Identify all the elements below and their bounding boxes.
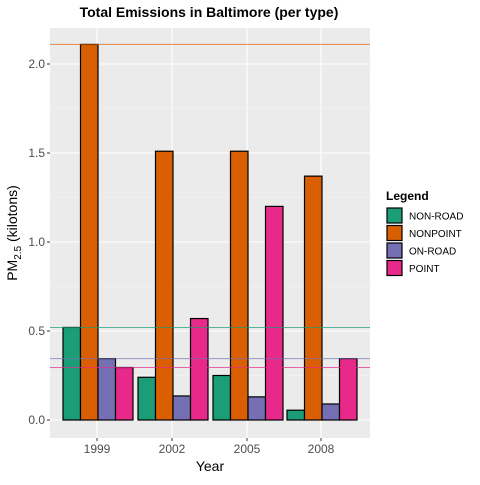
legend-label-on-road: ON-ROAD: [409, 247, 456, 258]
bar-nonpoint-2002: [156, 151, 174, 420]
y-axis-label-subscript: 2.5: [13, 245, 24, 259]
bar-nonpoint-1999: [81, 44, 99, 420]
legend-label-point: POINT: [409, 264, 440, 275]
x-tick-label: 2002: [159, 442, 186, 456]
bar-on-road-2008: [322, 404, 340, 420]
legend-key-on-road: [387, 243, 402, 258]
bar-point-2002: [191, 319, 209, 420]
legend-label-non-road: NON-ROAD: [409, 212, 463, 223]
bar-on-road-2002: [173, 396, 191, 420]
legend-key-nonpoint: [387, 226, 402, 241]
legend-title: Legend: [386, 189, 429, 203]
y-tick-label: 0.0: [28, 413, 45, 427]
bar-non-road-2008: [287, 410, 305, 420]
bar-non-road-1999: [63, 327, 81, 420]
x-axis-label: Year: [196, 458, 225, 474]
bar-point-1999: [116, 367, 134, 420]
y-tick-label: 2.0: [28, 57, 45, 71]
legend-label-nonpoint: NONPOINT: [409, 229, 462, 240]
bar-non-road-2005: [213, 376, 231, 421]
bar-nonpoint-2008: [305, 176, 323, 420]
legend-key-point: [387, 261, 402, 276]
y-axis-label-prefix: PM: [4, 260, 20, 281]
y-tick-label: 0.5: [28, 324, 45, 338]
y-axis-label-suffix: (kilotons): [4, 185, 20, 246]
chart-title: Total Emissions in Baltimore (per type): [80, 4, 339, 20]
y-tick-label: 1.0: [28, 235, 45, 249]
y-tick-label: 1.5: [28, 146, 45, 160]
bar-nonpoint-2005: [231, 151, 249, 420]
legend-key-non-road: [387, 208, 402, 223]
x-tick-label: 2008: [308, 442, 335, 456]
bar-point-2005: [266, 206, 284, 420]
x-tick-label: 2005: [234, 442, 261, 456]
bar-on-road-2005: [248, 397, 266, 420]
x-tick-label: 1999: [84, 442, 111, 456]
bar-non-road-2002: [138, 377, 156, 420]
